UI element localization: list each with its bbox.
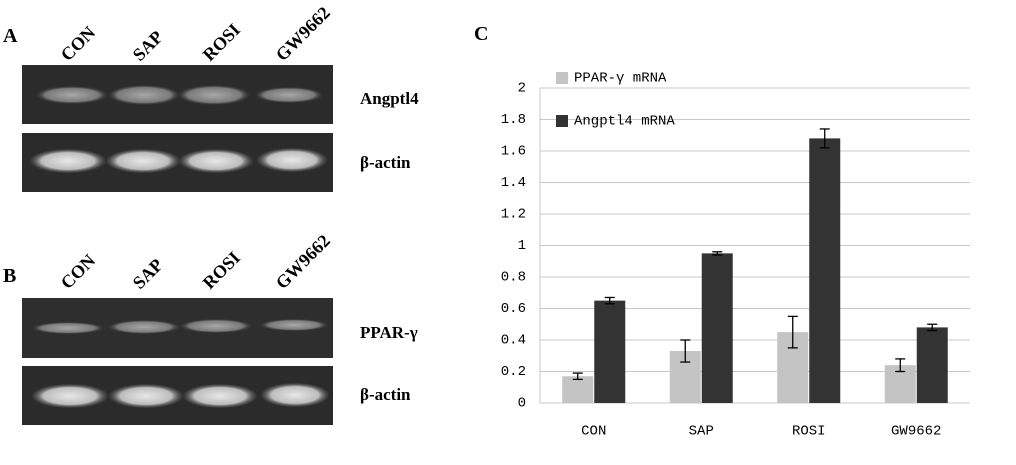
legend-label: PPAR-γ mRNA (574, 71, 667, 87)
y-tick-label: 1 (518, 238, 526, 254)
error-bar (572, 372, 583, 381)
y-tick-label: 0 (518, 396, 526, 412)
x-tick-label: SAP (689, 424, 714, 440)
y-tick-label: 1.4 (501, 175, 526, 191)
lane-label: GW9662 (272, 231, 334, 293)
gel (22, 298, 333, 358)
error-bar (680, 339, 691, 363)
bar (562, 376, 594, 403)
band-label: β-actin (360, 153, 411, 172)
bar (594, 300, 626, 403)
error-bar (819, 128, 830, 149)
band-label: Angptl4 (360, 89, 419, 108)
panel-label: B (3, 265, 16, 287)
y-tick-label: 0.6 (501, 301, 526, 317)
legend-label: Angptl4 mRNA (574, 114, 675, 130)
bar (916, 327, 948, 403)
band-label: PPAR-γ (360, 323, 418, 342)
y-tick-label: 1.2 (501, 207, 526, 223)
y-tick-label: 2 (518, 81, 526, 97)
gel (22, 133, 333, 192)
error-bar (604, 296, 615, 305)
y-tick-label: 1.6 (501, 144, 526, 160)
y-tick-label: 0.4 (501, 333, 526, 349)
x-tick-label: CON (581, 424, 606, 440)
lane-label: SAP (129, 27, 167, 65)
legend-swatch (556, 72, 568, 84)
lane-label: GW9662 (272, 3, 334, 65)
error-bar (712, 251, 723, 256)
lane-label: CON (57, 250, 99, 292)
x-tick-label: GW9662 (891, 424, 941, 440)
x-tick-label: ROSI (792, 424, 826, 440)
band-label: β-actin (360, 385, 411, 404)
lane-label: ROSI (199, 20, 244, 65)
y-tick-label: 1.8 (501, 112, 526, 128)
error-bar (927, 323, 938, 332)
bar (701, 253, 733, 403)
lane-label: SAP (129, 255, 167, 293)
gel (22, 366, 333, 425)
lane-label: ROSI (199, 248, 244, 293)
lane-label: CON (57, 22, 99, 64)
error-bar (787, 315, 798, 349)
panel-label: C (474, 23, 488, 45)
error-bar (895, 358, 906, 373)
y-tick-label: 0.2 (501, 364, 526, 380)
bar (809, 138, 841, 403)
panel-label: A (3, 25, 18, 47)
y-tick-label: 0.8 (501, 270, 526, 286)
gel (22, 65, 333, 124)
legend-swatch (556, 115, 568, 127)
